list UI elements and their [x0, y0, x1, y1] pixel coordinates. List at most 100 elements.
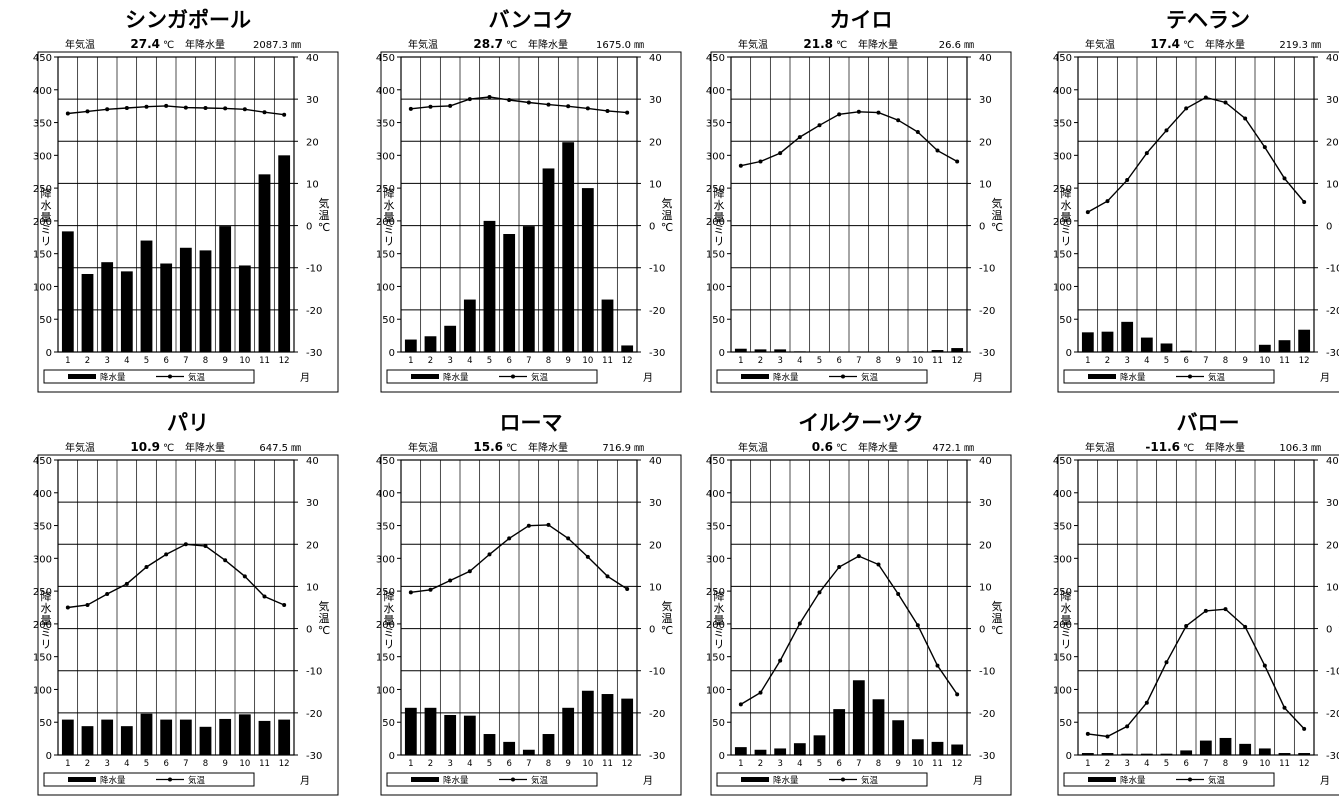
month-label: 3	[1124, 759, 1129, 769]
right-tick-label: 30	[1326, 498, 1339, 509]
precip-bar	[1298, 753, 1311, 755]
temp-point	[428, 587, 433, 592]
temp-unit: ℃	[163, 443, 174, 454]
legend-temp-label: 気温	[861, 775, 879, 786]
legend-precip-label: 降水量	[773, 372, 799, 383]
right-tick-label: -10	[649, 264, 665, 275]
precip-unit: ㎜	[634, 443, 644, 454]
month-label: 3	[1124, 356, 1129, 366]
precip-bar	[483, 734, 496, 755]
precip-bar	[61, 231, 74, 352]
annual-precip-value: 716.9	[602, 443, 631, 454]
temp-unit: ℃	[836, 40, 847, 51]
annual-temp-value: 17.4	[1150, 37, 1180, 51]
legend-box	[43, 369, 255, 384]
precip-bar	[774, 748, 787, 755]
legend-precip-label: 降水量	[1120, 775, 1146, 786]
left-tick-label: 50	[382, 315, 395, 326]
right-axis-char: ℃	[318, 624, 330, 637]
month-label: 1	[1085, 759, 1090, 769]
left-axis-char: 水	[1061, 602, 1072, 615]
precip-bar	[238, 265, 251, 352]
left-tick-label: 300	[33, 151, 52, 162]
right-axis-char: 気	[662, 196, 673, 210]
precip-bar	[140, 240, 153, 352]
precip-bar	[463, 299, 476, 352]
city-title: カイロ	[830, 7, 893, 32]
month-label: 12	[952, 356, 963, 366]
left-tick-label: 250	[376, 184, 395, 195]
temp-point	[1262, 663, 1267, 668]
annual-precip-label: 年降水量	[185, 441, 225, 454]
precip-bar	[1140, 337, 1153, 352]
temp-point	[876, 110, 881, 115]
annual-precip-label: 年降水量	[528, 38, 568, 51]
temp-point	[223, 106, 228, 111]
precip-bar	[774, 349, 787, 352]
temp-point	[85, 109, 90, 114]
left-axis-char: ミ	[1061, 223, 1072, 236]
temp-point	[1302, 726, 1307, 731]
plot-area	[57, 459, 295, 756]
temp-point	[738, 702, 743, 707]
plot-area	[1077, 459, 1315, 756]
temp-line	[1087, 96, 1305, 213]
legend-bar-swatch	[741, 374, 769, 379]
legend-bar-swatch	[68, 374, 96, 379]
annual-temp-value: 15.6	[473, 440, 503, 454]
right-tick-label: -10	[306, 264, 322, 275]
month-label: 5	[144, 759, 149, 769]
legend-temp-label: 気温	[188, 372, 206, 383]
right-tick-label: -20	[979, 709, 995, 720]
left-tick-label: 50	[382, 718, 395, 729]
month-label: 4	[467, 356, 472, 366]
temp-point	[526, 523, 531, 528]
left-axis-char: リ	[384, 235, 395, 248]
left-axis-char: 水	[384, 602, 395, 615]
plot-area	[730, 56, 968, 353]
legend-line-point	[168, 777, 172, 782]
temp-point	[85, 602, 90, 607]
legend-temp-label: 気温	[1208, 775, 1226, 786]
left-tick-label: 100	[706, 282, 725, 293]
precip-bar	[503, 741, 516, 755]
precip-bar	[444, 325, 457, 352]
temp-point	[408, 106, 413, 111]
annual-precip-value: 106.3	[1279, 443, 1308, 454]
precip-bar	[1239, 351, 1252, 352]
legend-precip-label: 降水量	[100, 775, 126, 786]
precip-bar	[892, 720, 905, 755]
right-tick-label: 20	[1326, 540, 1339, 551]
plot-area	[400, 56, 638, 353]
legend-line-point	[841, 374, 845, 379]
legend-temp-label: 気温	[531, 372, 549, 383]
left-tick-label: 150	[706, 250, 725, 261]
temp-point	[837, 112, 842, 117]
temp-point	[242, 574, 247, 579]
legend-box	[716, 369, 928, 384]
right-tick-label: -20	[306, 306, 322, 317]
temp-point	[448, 103, 453, 108]
left-axis-char: リ	[384, 638, 395, 651]
left-tick-label: 350	[376, 522, 395, 533]
temp-point	[778, 658, 783, 663]
temp-line	[1087, 608, 1305, 738]
left-axis-char: リ	[714, 235, 725, 248]
left-axis-char: 水	[41, 602, 52, 615]
right-tick-label: -10	[306, 667, 322, 678]
temp-point	[467, 97, 472, 102]
temp-point	[1144, 700, 1149, 705]
left-tick-label: 250	[33, 587, 52, 598]
right-axis-char: ℃	[991, 221, 1003, 234]
precip-unit: ㎜	[291, 443, 301, 454]
right-axis-char: ℃	[661, 221, 673, 234]
month-label: 9	[895, 356, 900, 366]
month-label: 10	[239, 356, 250, 366]
precip-bar	[1239, 743, 1252, 755]
month-unit-label: 月	[643, 775, 653, 787]
month-label: 9	[895, 759, 900, 769]
left-axis-char: 量	[384, 211, 395, 224]
left-tick-label: 250	[706, 184, 725, 195]
month-label: 4	[1144, 759, 1149, 769]
right-tick-label: 30	[1326, 95, 1339, 106]
